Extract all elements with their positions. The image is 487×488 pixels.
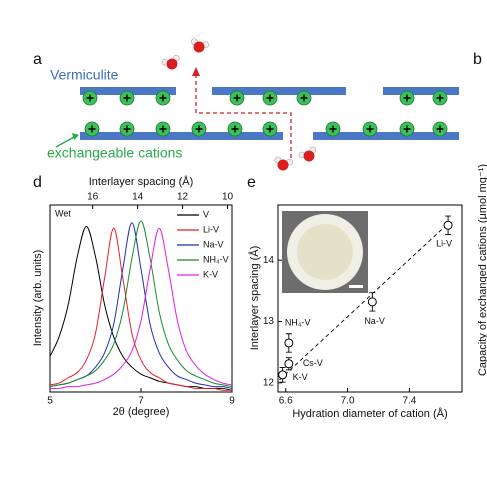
migration-path	[195, 74, 292, 158]
plus-sign	[403, 94, 411, 102]
plus-sign	[123, 94, 131, 102]
plus-sign	[266, 94, 274, 102]
plus-sign	[366, 125, 374, 133]
water	[190, 38, 210, 53]
cations	[82, 90, 448, 137]
series-line	[49, 227, 233, 390]
panel-letter: d	[33, 174, 42, 191]
series-line	[49, 227, 233, 391]
panel-letter: e	[247, 174, 256, 191]
plus-sign	[86, 94, 94, 102]
y-tick-label: 14	[263, 255, 275, 266]
x-tick-label: 5	[47, 396, 53, 407]
x-axis-label: 2θ (degree)	[113, 406, 170, 418]
legend-label: Na-V	[203, 239, 224, 249]
x-tick-label: 7.4	[402, 396, 416, 407]
x-tick-label: 7	[138, 396, 144, 407]
plus-sign	[159, 125, 167, 133]
layer	[212, 87, 346, 95]
film-center	[297, 224, 353, 280]
x2-tick-label: 12	[177, 192, 189, 203]
point	[367, 297, 377, 307]
plus-sign	[436, 125, 444, 133]
x2-axis-label: Interlayer spacing (Å)	[89, 175, 194, 188]
x-axis-label: Hydration diameter of cation (Å)	[292, 407, 447, 420]
arrow-head	[72, 133, 79, 140]
point-label: Li-V	[436, 239, 452, 249]
water	[298, 146, 316, 162]
x2-tick-label: 16	[87, 192, 99, 203]
plus-sign	[195, 125, 203, 133]
plus-sign	[300, 94, 308, 102]
point-label: Cs-V	[303, 358, 323, 368]
point-label: Na-V	[364, 316, 385, 326]
layer-label: Vermiculite	[50, 67, 119, 83]
plus-sign	[436, 94, 444, 102]
fit-line	[279, 221, 450, 381]
legend-label: V	[203, 209, 209, 219]
oxygen	[303, 150, 315, 162]
y-axis-label: Capacity of exchanged cations (μmol mg⁻¹…	[477, 164, 487, 376]
panel-letter: b	[473, 51, 482, 68]
y-axis-label: Interlayer spacing (Å)	[248, 246, 261, 351]
plus-sign	[329, 125, 337, 133]
plus-sign	[231, 125, 239, 133]
legend-label: Li-V	[203, 224, 219, 234]
legend-label: NH₄-V	[203, 254, 229, 264]
point	[284, 338, 294, 348]
plus-sign	[88, 125, 96, 133]
point-label: K-V	[293, 372, 308, 382]
series-line	[49, 225, 233, 391]
layer	[80, 132, 283, 140]
layer	[313, 132, 459, 140]
x-tick-label: 6.6	[279, 396, 293, 407]
x-tick-label: 7.0	[341, 396, 355, 407]
plus-sign	[123, 125, 131, 133]
x-tick-label: 9	[229, 396, 235, 407]
plus-sign	[159, 94, 167, 102]
x2-tick-label: 14	[132, 192, 144, 203]
y-tick-label: 13	[263, 316, 275, 327]
point	[443, 220, 453, 230]
inset-photo	[282, 211, 368, 293]
oxygen	[166, 58, 178, 70]
x2-tick-label: 10	[222, 192, 234, 203]
point	[284, 359, 294, 369]
layer	[383, 87, 459, 95]
water-molecules	[161, 38, 316, 171]
water	[161, 54, 180, 70]
plus-sign	[233, 94, 241, 102]
arrow-head	[192, 67, 200, 76]
y-tick-label: 12	[263, 377, 275, 388]
series-line	[49, 220, 233, 388]
oxygen	[277, 159, 289, 171]
y-axis-label: Intensity (arb. units)	[32, 250, 44, 347]
point	[278, 370, 288, 380]
pointer-arrow	[55, 135, 77, 148]
legend-label: K-V	[203, 269, 218, 279]
plus-sign	[403, 125, 411, 133]
panel-letter: a	[33, 51, 42, 68]
plot-frame	[277, 204, 463, 393]
oxygen	[193, 41, 205, 53]
water	[274, 156, 293, 171]
cation-label: exchangeable cations	[47, 145, 182, 161]
annotation: Wet	[55, 208, 71, 218]
plus-sign	[266, 125, 274, 133]
point-label: NH₄-V	[285, 317, 311, 327]
scale-bar	[349, 285, 363, 288]
